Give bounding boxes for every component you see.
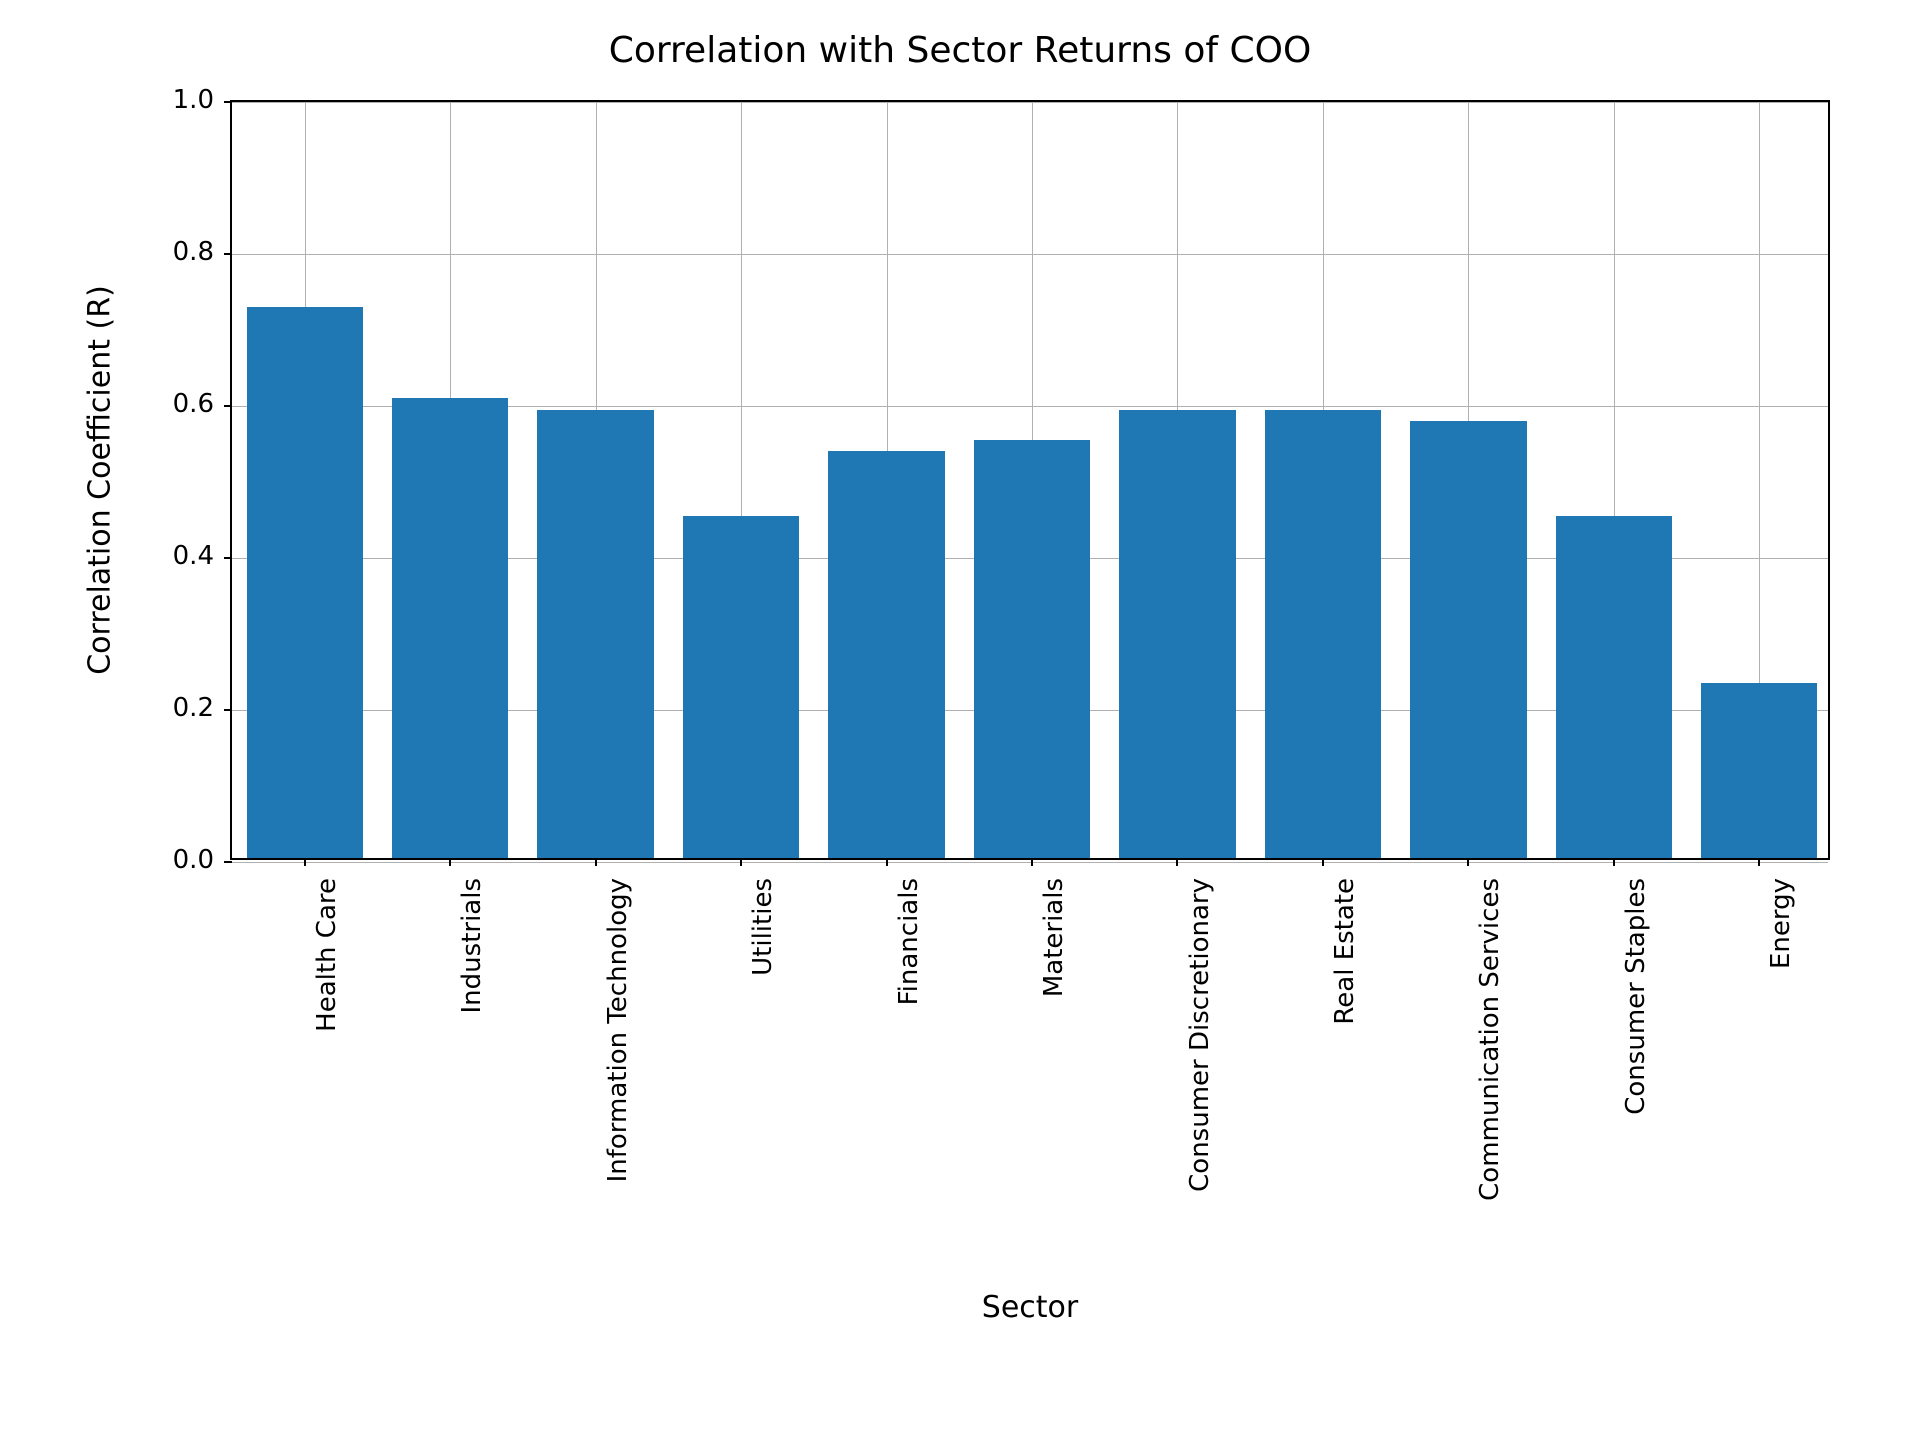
- x-tick-mark: [449, 858, 451, 866]
- x-axis-label: Sector: [982, 1290, 1078, 1325]
- x-tick-mark: [1758, 858, 1760, 866]
- grid-line-horizontal: [232, 102, 1828, 103]
- x-tick-label: Real Estate: [1330, 878, 1360, 1278]
- y-tick-label: 0.0: [173, 845, 214, 875]
- x-tick-label: Information Technology: [603, 878, 633, 1278]
- bar: [1701, 683, 1817, 858]
- x-tick-label: Health Care: [312, 878, 342, 1278]
- bar: [1556, 516, 1672, 858]
- bar: [974, 440, 1090, 858]
- x-tick-label: Utilities: [748, 878, 778, 1278]
- x-tick-label: Consumer Staples: [1621, 878, 1651, 1278]
- bar: [828, 451, 944, 858]
- grid-line-horizontal: [232, 254, 1828, 255]
- y-tick-label: 0.2: [173, 693, 214, 723]
- x-tick-mark: [886, 858, 888, 866]
- bar: [1119, 410, 1235, 858]
- x-tick-mark: [1176, 858, 1178, 866]
- x-tick-mark: [1031, 858, 1033, 866]
- x-tick-label: Financials: [894, 878, 924, 1278]
- x-tick-label: Materials: [1039, 878, 1069, 1278]
- x-tick-mark: [740, 858, 742, 866]
- bar: [247, 307, 363, 858]
- bar: [1265, 410, 1381, 858]
- bar: [392, 398, 508, 858]
- y-tick-mark: [224, 405, 232, 407]
- y-axis-label: Correlation Coefficient (R): [83, 285, 118, 675]
- y-tick-mark: [224, 101, 232, 103]
- x-tick-label: Industrials: [457, 878, 487, 1278]
- y-tick-mark: [224, 253, 232, 255]
- bar: [537, 410, 653, 858]
- y-tick-label: 0.8: [173, 237, 214, 267]
- chart-title: Correlation with Sector Returns of COO: [0, 30, 1920, 71]
- plot-area: [230, 100, 1830, 860]
- y-tick-mark: [224, 557, 232, 559]
- x-tick-label: Consumer Discretionary: [1185, 878, 1215, 1278]
- chart-figure: Correlation with Sector Returns of COO C…: [0, 0, 1920, 1440]
- x-tick-mark: [304, 858, 306, 866]
- bar: [1410, 421, 1526, 858]
- bar: [683, 516, 799, 858]
- x-tick-mark: [595, 858, 597, 866]
- x-tick-mark: [1322, 858, 1324, 866]
- x-tick-label: Energy: [1766, 878, 1796, 1278]
- x-tick-label: Communication Services: [1475, 878, 1505, 1278]
- grid-line-horizontal: [232, 862, 1828, 863]
- y-tick-label: 1.0: [173, 85, 214, 115]
- y-tick-mark: [224, 861, 232, 863]
- y-tick-label: 0.6: [173, 389, 214, 419]
- x-tick-mark: [1613, 858, 1615, 866]
- y-tick-mark: [224, 709, 232, 711]
- y-tick-label: 0.4: [173, 541, 214, 571]
- x-tick-mark: [1467, 858, 1469, 866]
